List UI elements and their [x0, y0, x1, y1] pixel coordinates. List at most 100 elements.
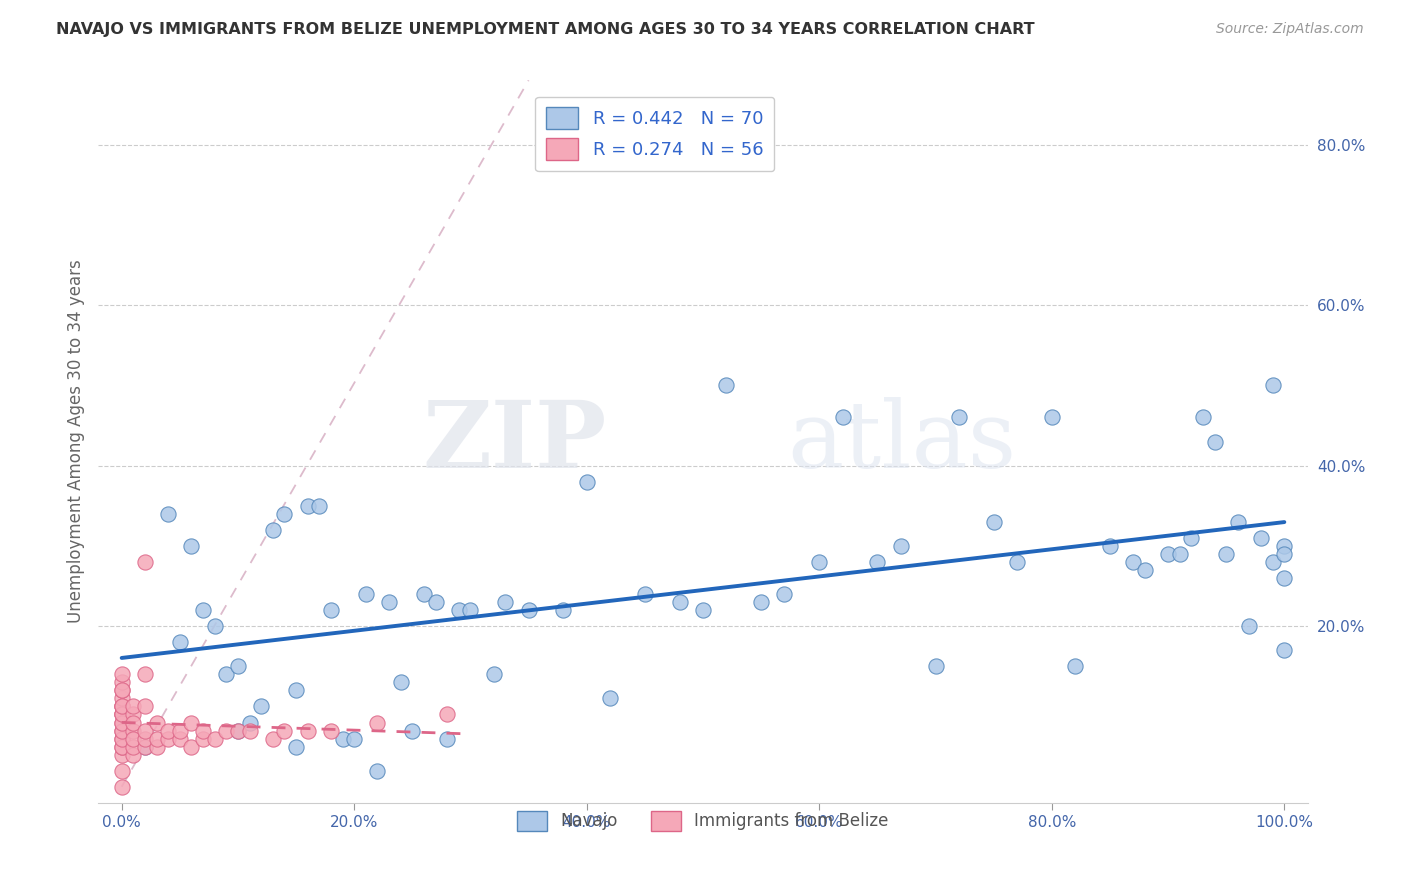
Point: [204, 619, 226, 633]
Point: [111, 683, 134, 698]
Point: [273, 723, 295, 738]
Point: [191, 731, 214, 746]
Point: [111, 691, 134, 706]
Point: [1180, 531, 1202, 545]
Text: Source: ZipAtlas.com: Source: ZipAtlas.com: [1216, 22, 1364, 37]
Y-axis label: Unemployment Among Ages 30 to 34 years: Unemployment Among Ages 30 to 34 years: [66, 260, 84, 624]
Text: ZIP: ZIP: [422, 397, 606, 486]
Point: [890, 539, 912, 553]
Text: atlas: atlas: [787, 397, 1017, 486]
Point: [250, 699, 273, 714]
Point: [215, 723, 238, 738]
Point: [575, 475, 598, 489]
Point: [319, 603, 342, 617]
Point: [285, 683, 308, 698]
Point: [389, 675, 412, 690]
Point: [145, 731, 167, 746]
Point: [111, 715, 134, 730]
Point: [1272, 643, 1295, 657]
Point: [111, 731, 134, 746]
Point: [366, 764, 388, 778]
Point: [1226, 515, 1249, 529]
Point: [111, 707, 134, 722]
Point: [924, 659, 946, 673]
Point: [460, 603, 482, 617]
Point: [191, 603, 214, 617]
Point: [1272, 539, 1295, 553]
Point: [425, 595, 447, 609]
Point: [134, 667, 156, 681]
Point: [122, 747, 145, 762]
Legend: Navajo, Immigrants from Belize: Navajo, Immigrants from Belize: [510, 805, 896, 838]
Point: [111, 715, 134, 730]
Point: [169, 731, 191, 746]
Point: [262, 731, 284, 746]
Point: [308, 499, 330, 513]
Point: [226, 723, 249, 738]
Point: [226, 659, 249, 673]
Point: [1168, 547, 1191, 561]
Point: [134, 699, 156, 714]
Point: [285, 739, 308, 754]
Point: [447, 603, 470, 617]
Point: [773, 587, 796, 601]
Point: [1239, 619, 1261, 633]
Point: [215, 667, 238, 681]
Point: [808, 555, 831, 569]
Point: [157, 723, 180, 738]
Point: [111, 723, 134, 738]
Point: [436, 707, 458, 722]
Point: [180, 715, 202, 730]
Point: [122, 723, 145, 738]
Point: [332, 731, 354, 746]
Point: [866, 555, 889, 569]
Point: [297, 499, 319, 513]
Point: [122, 699, 145, 714]
Point: [1005, 555, 1028, 569]
Point: [134, 739, 156, 754]
Point: [983, 515, 1005, 529]
Point: [1261, 555, 1284, 569]
Point: [1204, 434, 1226, 449]
Point: [145, 739, 167, 754]
Point: [1122, 555, 1144, 569]
Point: [1272, 571, 1295, 585]
Point: [1272, 547, 1295, 561]
Point: [204, 731, 226, 746]
Point: [134, 739, 156, 754]
Point: [343, 731, 366, 746]
Point: [145, 715, 167, 730]
Point: [134, 731, 156, 746]
Point: [111, 683, 134, 698]
Point: [436, 731, 458, 746]
Point: [482, 667, 505, 681]
Point: [413, 587, 436, 601]
Point: [319, 723, 342, 738]
Point: [749, 595, 772, 609]
Point: [1215, 547, 1237, 561]
Point: [111, 739, 134, 754]
Point: [169, 635, 191, 649]
Point: [262, 523, 284, 537]
Point: [111, 723, 134, 738]
Point: [599, 691, 621, 706]
Point: [1133, 563, 1156, 577]
Point: [1064, 659, 1087, 673]
Point: [157, 507, 180, 521]
Point: [1192, 410, 1215, 425]
Point: [297, 723, 319, 738]
Point: [948, 410, 970, 425]
Point: [1250, 531, 1272, 545]
Point: [668, 595, 690, 609]
Point: [111, 780, 134, 794]
Point: [634, 587, 657, 601]
Point: [191, 723, 214, 738]
Point: [111, 667, 134, 681]
Point: [354, 587, 377, 601]
Point: [239, 723, 262, 738]
Point: [1040, 410, 1063, 425]
Point: [716, 378, 738, 392]
Point: [111, 699, 134, 714]
Point: [239, 715, 262, 730]
Point: [517, 603, 540, 617]
